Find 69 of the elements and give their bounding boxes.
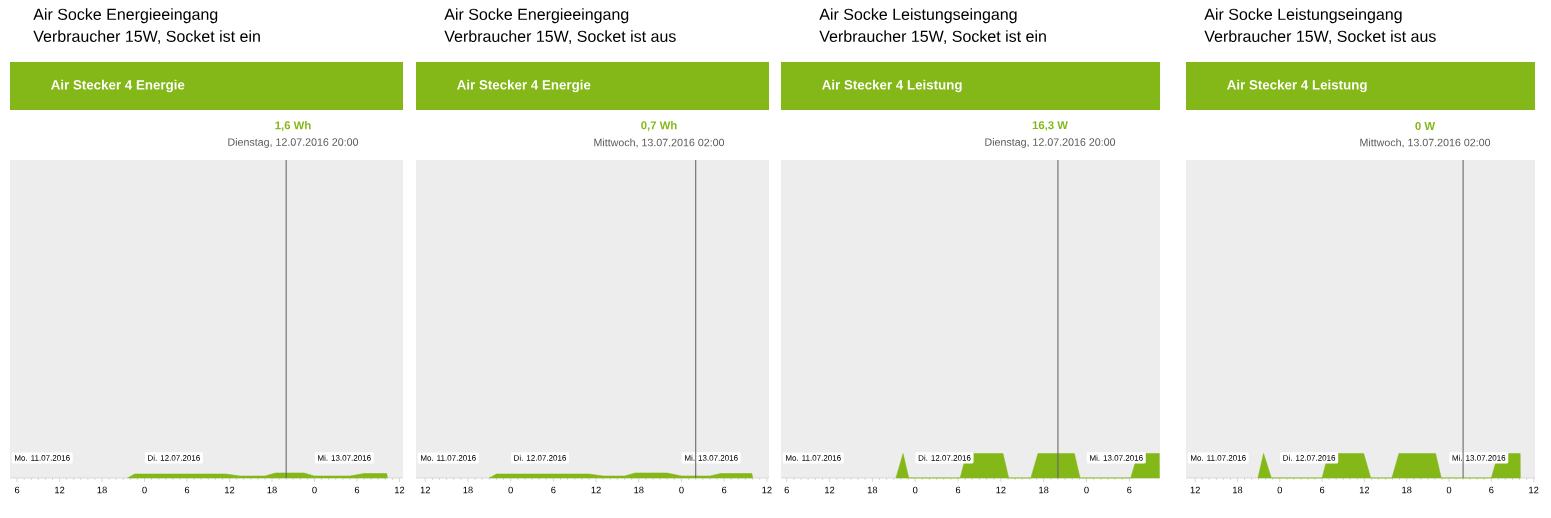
chart-subtitle: Verbraucher 15W, Socket ist ein [819,30,1046,44]
x-tick-label: 12 [1529,486,1539,494]
x-tick-label: 6 [14,486,20,494]
ref-line-label: Mittwoch, 13.07.2016 02:00 [594,138,725,148]
text: Air Stecker 4 Energie [51,79,185,93]
x-tick-label: 18 [634,486,644,494]
annotation: Di. 12.07.2016 [918,454,971,461]
x-tick-label: 0 [508,486,513,494]
text: Di. 12.07.2016 [148,454,200,461]
text: Di. 12.07.2016 [514,454,567,461]
x-tick-label: 6 [722,486,727,494]
x-tick-label: 18 [1233,486,1243,494]
text: Mo. 11.07.2016 [421,455,476,461]
ref-line-label: Dienstag, 12.07.2016 20:00 [228,138,359,148]
x-tick-label: 6 [1127,486,1132,494]
annotation: Di. 12.07.2016 [1283,454,1336,461]
chart-subtitle: Verbraucher 15W, Socket ist aus [1204,30,1436,44]
x-tick-label: 18 [1402,486,1412,494]
x-tick-label: 18 [97,486,107,494]
x-tick-label: 0 [1446,486,1452,494]
x-tick-label: 12 [225,486,235,494]
x-tick-label: 18 [463,486,473,494]
x-tick-label: 0 [1084,486,1089,494]
x-tick-label: 6 [1319,486,1325,494]
annotation: Mi. 13.07.2016 [1452,454,1506,461]
x-tick-label: 12 [762,486,772,494]
x-tick-label: 18 [1039,486,1049,494]
annotation: Mi. 13.07.2016 [1090,454,1143,461]
x-tick-label: 12 [591,486,601,494]
ref-line-label: Dienstag, 12.07.2016 20:00 [985,138,1116,148]
x-tick-label: 6 [955,486,961,494]
x-tick-label: 12 [55,486,65,494]
x-tick-label: 12 [420,486,430,494]
x-tick-label: 12 [996,486,1006,494]
x-tick-label: 0 [142,486,147,494]
chart-subtitle: Verbraucher 15W, Socket ist aus [444,30,676,44]
annotation: Mo. 11.07.2016 [1191,455,1246,461]
x-tick-label: 0 [912,486,918,494]
chart-title: Air Socke Energieeingang [444,8,629,24]
x-tick-label: 6 [354,486,360,494]
text: 0,7 Wh [641,121,677,131]
text: 0 W [1415,121,1436,130]
x-tick-label: 12 [825,486,835,494]
ref-line-label: Mittwoch, 13.07.2016 02:00 [1360,138,1491,148]
x-tick-label: 12 [1359,486,1370,494]
text: 16,3 W [1032,121,1068,131]
text: Mo. 11.07.2016 [15,455,70,461]
x-tick-label: 6 [1489,486,1494,494]
x-tick-label: 12 [1190,486,1200,494]
x-tick-label: 0 [679,486,684,494]
chart-title: Air Socke Energieeingang [33,8,218,24]
x-tick-label: 6 [784,486,789,494]
annotation: Mo. 11.07.2016 [786,455,841,461]
chart-title: Air Socke Leistungseingang [819,8,1017,24]
x-tick-label: 12 [394,486,405,494]
text: Air Stecker 4 Leistung [1227,79,1367,93]
chart-title: Air Socke Leistungseingang [1204,8,1402,24]
text: Air Stecker 4 Energie [457,79,591,93]
x-tick-label: 18 [267,486,277,494]
x-tick-label: 18 [867,486,878,494]
text: 1,6 Wh [275,121,311,131]
text: Mi. 13.07.2016 [685,454,738,461]
x-tick-label: 0 [312,486,317,494]
text: Air Stecker 4 Leistung [822,79,962,93]
x-tick-label: 0 [1277,486,1283,494]
x-tick-label: 6 [551,486,556,494]
text: Mi. 13.07.2016 [318,454,371,461]
chart-subtitle: Verbraucher 15W, Socket ist ein [33,30,260,44]
x-tick-label: 6 [184,486,190,494]
